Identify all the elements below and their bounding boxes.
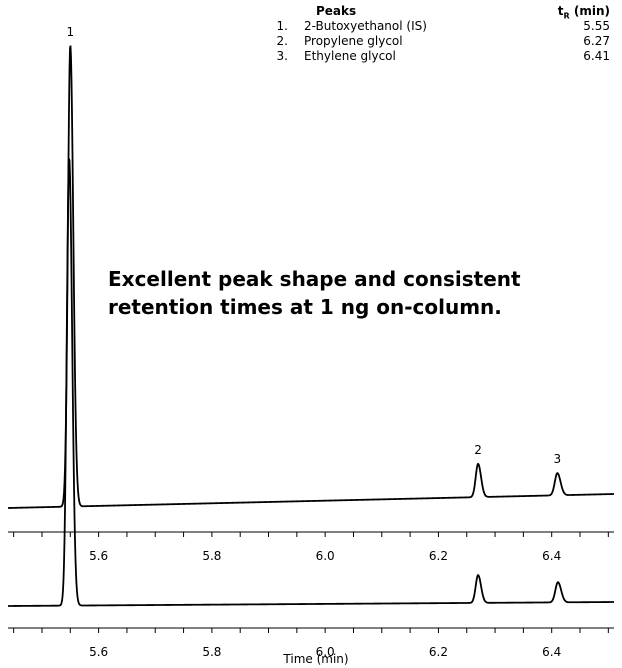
peak-row: 2. Propylene glycol 6.27 [270, 34, 616, 49]
x-tick-label: 6.2 [429, 645, 448, 659]
callout-text: Excellent peak shape and consistent rete… [108, 265, 528, 321]
chromatogram-traces [7, 45, 615, 607]
x-tick-label: 6.0 [316, 549, 335, 563]
peak-name: Ethylene glycol [304, 49, 396, 63]
x-tick-label: 6.4 [542, 549, 561, 563]
peak-label: 2 [474, 443, 482, 457]
peak-number: 1. [276, 19, 288, 33]
retention-time-header: tR (min) [557, 4, 610, 21]
peak-label: 1 [66, 25, 74, 39]
time-axes: 5.6 5.8 6.0 6.2 6.4 5.6 5.8 6.0 6.2 6.4 [8, 531, 614, 659]
chromatogram-trace-1 [7, 45, 615, 509]
x-axis-label: Time (min) [282, 652, 348, 666]
x-tick-label: 5.8 [202, 549, 221, 563]
x-tick-label: 5.6 [89, 549, 108, 563]
peak-labels: 1 2 3 [66, 25, 561, 466]
peak-row: 1. 2-Butoxyethanol (IS) 5.55 [270, 19, 616, 34]
x-tick-label: 6.4 [542, 645, 561, 659]
peak-row: 3. Ethylene glycol 6.41 [270, 49, 616, 64]
x-tick-label: 5.8 [202, 645, 221, 659]
chromatogram-trace-2 [8, 158, 614, 607]
x-tick-label: 6.2 [429, 549, 448, 563]
peak-retention-time: 6.27 [583, 34, 610, 48]
peak-label: 3 [554, 452, 562, 466]
peak-table: Peaks tR (min) 1. 2-Butoxyethanol (IS) 5… [270, 4, 616, 64]
peak-retention-time: 6.41 [583, 49, 610, 63]
peak-name: Propylene glycol [304, 34, 403, 48]
x-tick-label: 6.0 [316, 645, 335, 659]
x-tick-label: 5.6 [89, 645, 108, 659]
peaks-header: Peaks [316, 4, 357, 18]
peak-table-header: Peaks tR (min) [270, 4, 616, 20]
peak-number: 3. [276, 49, 288, 63]
peak-number: 2. [276, 34, 288, 48]
callout-line: retention times at 1 ng on-column. [108, 295, 502, 319]
callout-line: Excellent peak shape and consistent [108, 267, 521, 291]
peak-name: 2-Butoxyethanol (IS) [304, 19, 427, 33]
peak-retention-time: 5.55 [583, 19, 610, 33]
